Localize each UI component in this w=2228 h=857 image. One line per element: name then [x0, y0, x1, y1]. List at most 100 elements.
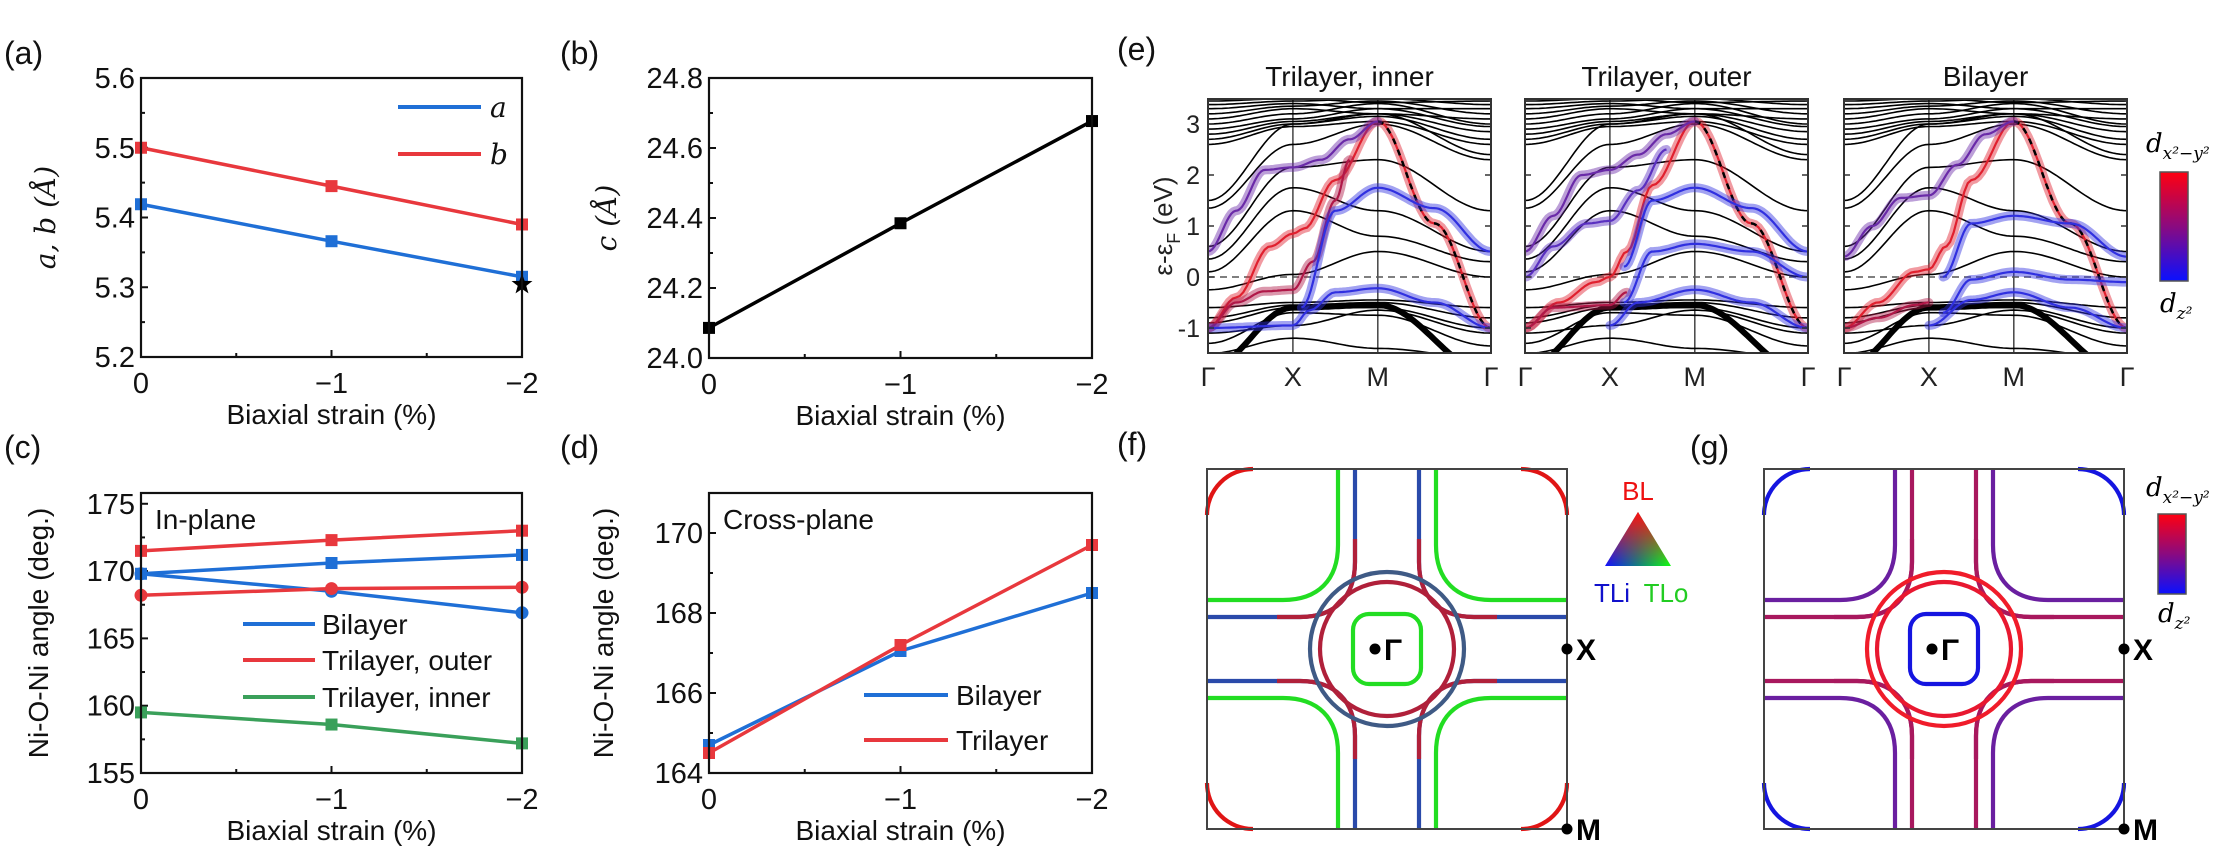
kpoint-label: M: [2003, 362, 2026, 392]
y-tick-label: 175: [87, 489, 135, 521]
gamma-point-dot: [1926, 643, 1938, 655]
colorbar-e-bottom-label: dz²: [2160, 289, 2193, 324]
m-point-dot: [1561, 823, 1573, 835]
colorbar-e-top-label: dx²−y²: [2146, 129, 2210, 164]
plot-frame: [707, 76, 1094, 360]
data-point: [325, 718, 338, 731]
band-line: [1844, 107, 2127, 130]
fermi-surface-f: Γ X M: [1204, 466, 1601, 847]
band-line: [1525, 250, 1808, 291]
band-line: [1208, 250, 1491, 291]
colorbar-e-gradient: [2159, 171, 2189, 282]
x-tick-label: −2: [1075, 784, 1108, 816]
data-point: [325, 582, 338, 596]
y-tick-label: 24.8: [647, 63, 703, 95]
layer-legend-tlo: TLo: [1644, 578, 1689, 608]
projected-band: [1623, 186, 1808, 268]
x-tick-label: 0: [701, 784, 717, 816]
gamma-inner-circle: [1874, 579, 2014, 719]
legend-label: Trilayer, outer: [322, 645, 492, 676]
band-line: [1208, 113, 1491, 202]
panel-b: 0 −1 −2 24.0 24.2 24.4 24.6 24.8 Biaxial strain …: [590, 63, 1109, 431]
data-point: [325, 235, 338, 248]
kpoint-label: X: [1920, 362, 1938, 392]
band-line: [1525, 100, 1808, 115]
band-line: [1208, 120, 1491, 146]
m-point-dot: [2118, 823, 2130, 835]
y-tick-label: 166: [655, 678, 703, 710]
panel-annotation: Cross-plane: [723, 504, 874, 535]
y-tick-label: 165: [87, 623, 135, 655]
colorbar-e: dx²−y² dz²: [2146, 129, 2210, 324]
kpoint-label: Γ: [1201, 362, 1216, 392]
legend-label: Bilayer: [956, 680, 1042, 711]
colorbar-e-top-d: d: [2146, 129, 2163, 159]
colorbar-g-bottom-sub: z²: [2174, 614, 2191, 634]
x-tick-label: −1: [315, 368, 348, 400]
x-axis-label: Biaxial strain (%): [795, 815, 1005, 846]
m-point-label: M: [1576, 814, 1601, 847]
band-line: [1525, 102, 1808, 125]
colorbar-g: dx²−y² dz²: [2146, 473, 2210, 634]
colorbar-g-top-d: d: [2146, 473, 2163, 503]
band-line: [1844, 123, 2127, 209]
data-point: [325, 557, 338, 569]
kpoint-label: Γ: [1801, 362, 1816, 392]
band-panel-2: Trilayer, outer Γ X M Γ: [1518, 61, 1816, 392]
legend-label: b: [490, 138, 508, 171]
panel-label-a: (a): [4, 35, 43, 71]
kpoint-label: Γ: [1837, 362, 1852, 392]
plot-frame: [707, 491, 1094, 775]
x-tick-label: −2: [1075, 369, 1108, 401]
projected-band: [1623, 242, 1808, 304]
projected-band: [1525, 148, 1667, 279]
band-line: [1844, 113, 2127, 202]
band-line: [1844, 250, 2127, 291]
gamma-outer-circle: [1864, 569, 2024, 729]
x-axis-label: Biaxial strain (%): [226, 399, 436, 430]
projected-band: [1928, 291, 2127, 330]
band-line-thick: [1232, 302, 1454, 353]
x-axis-label: Biaxial strain (%): [226, 815, 436, 846]
panel-label-f: (f): [1117, 426, 1147, 462]
x-tick-label: −2: [505, 784, 538, 816]
inner-contour-overlay: [1973, 678, 2054, 759]
projected-band: [1609, 288, 1808, 330]
m-pocket-contour: [2077, 466, 2127, 516]
y-tick-label: 3: [1186, 111, 1200, 139]
inner-contour-overlay: [1416, 678, 1497, 759]
layer-legend-tli: TLi: [1594, 578, 1630, 608]
band-line: [1844, 209, 2127, 273]
legend-label: Trilayer, inner: [322, 682, 491, 713]
fermi-surface-g: Γ X M: [1761, 466, 2158, 847]
band-line: [1208, 102, 1491, 125]
kpoint-label: M: [1684, 362, 1707, 392]
band-lines: [1525, 99, 1808, 353]
band-line: [1844, 115, 2127, 141]
y-tick-label: 170: [87, 556, 135, 588]
gamma-point-dot: [1369, 643, 1381, 655]
band-line: [1525, 311, 1808, 347]
panel-label-d: (d): [560, 429, 599, 465]
colorbar-e-bottom-d: d: [2160, 289, 2177, 319]
band-line: [1844, 299, 2127, 309]
band-panel-3: Bilayer Γ X M Γ: [1837, 61, 2135, 392]
y-tick-label: 170: [655, 518, 703, 550]
x-tick-label: 0: [133, 368, 149, 400]
outer-contour: [1990, 469, 2124, 603]
y-tick-label: 160: [87, 691, 135, 723]
band-panel-title: Trilayer, outer: [1581, 61, 1751, 92]
plot-frame: [139, 76, 524, 359]
e-ylabel-sub: F: [1164, 233, 1184, 244]
y-tick-label: 5.5: [95, 133, 135, 165]
y-tick-label: 2: [1186, 162, 1200, 190]
kpoint-label: X: [1601, 362, 1619, 392]
band-line-thick: [1868, 302, 2090, 353]
m-pocket-contour: [1761, 782, 1811, 832]
band-line: [1844, 120, 2127, 146]
y-tick-label: 1: [1186, 213, 1200, 241]
y-tick-label: 24.4: [647, 203, 703, 235]
band-line: [1525, 115, 1808, 141]
projected-band-dashed: [1377, 120, 1491, 330]
data-point: [894, 639, 907, 651]
